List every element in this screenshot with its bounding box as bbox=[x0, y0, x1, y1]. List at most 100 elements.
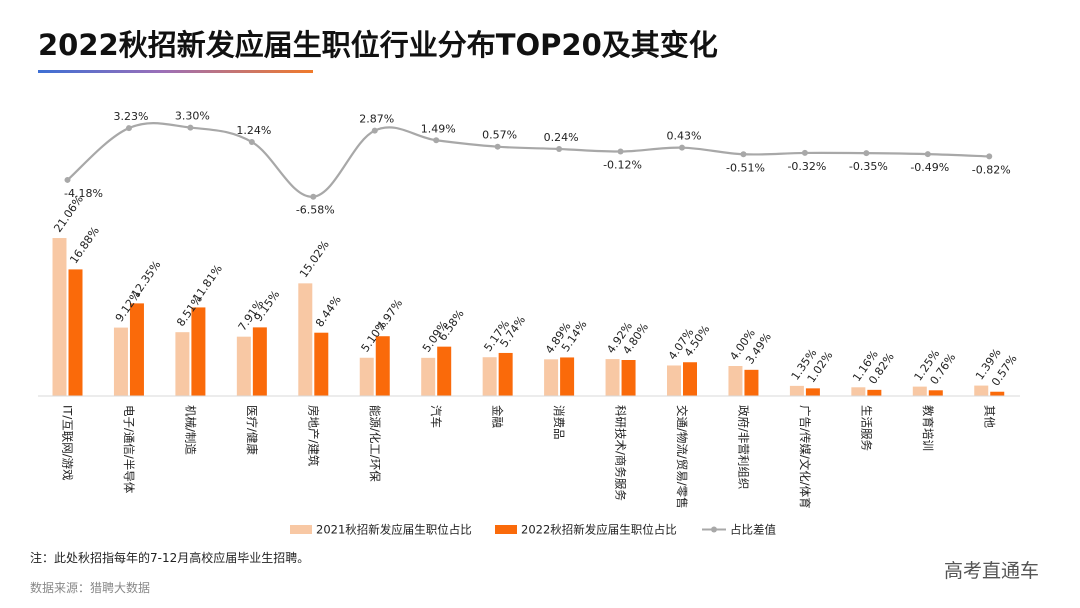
bar-2021-8 bbox=[544, 359, 559, 396]
category-label-9: 科研技术/商务服务 bbox=[614, 405, 628, 501]
diff-label-4: -6.58% bbox=[296, 204, 335, 217]
diff-point-14 bbox=[924, 151, 931, 158]
watermark: 高考直通车 bbox=[944, 560, 1040, 582]
diff-point-10 bbox=[679, 144, 685, 151]
diff-point-5 bbox=[371, 127, 378, 134]
legend-swatch-2021 bbox=[290, 525, 312, 534]
bar-2022-11 bbox=[744, 369, 759, 396]
diff-point-3 bbox=[248, 139, 255, 145]
diff-point-1 bbox=[125, 125, 132, 132]
chart-svg: -4.18% 3.23% 3.30% 1.24% -6.58% 2.87% 1.49% 0.5… bbox=[38, 110, 1020, 537]
category-label-5: 能源/化工/环保 bbox=[368, 405, 382, 482]
legend-label-2021: 2021秋招新发应届生职位占比 bbox=[316, 523, 472, 537]
bar-2021-12 bbox=[789, 385, 804, 396]
bar-2021-1 bbox=[113, 327, 128, 396]
bar-2021-11 bbox=[728, 366, 743, 396]
bar-2021-6 bbox=[421, 357, 436, 396]
bar-2022-5 bbox=[375, 336, 390, 396]
bar-2021-7 bbox=[482, 357, 497, 396]
bar-2022-10 bbox=[683, 362, 697, 396]
legend-marker-diff bbox=[711, 526, 717, 533]
footnote: 注：此处秋招指每年的7-12月高校应届毕业生招聘。 bbox=[30, 551, 310, 565]
bar-2022-9 bbox=[621, 360, 636, 396]
category-label-14: 教育培训 bbox=[921, 405, 935, 451]
category-label-13: 生活服务 bbox=[859, 405, 873, 451]
bar-2022-7 bbox=[498, 352, 513, 396]
value-label-2022-4: 8.44% bbox=[313, 293, 344, 329]
category-label-10: 交通/物流/贸易/零售 bbox=[675, 405, 689, 509]
bar-2021-5 bbox=[359, 357, 374, 396]
data-source: 数据来源：猎聘大数据 bbox=[30, 581, 151, 595]
value-label-2022-5: 7.97% bbox=[375, 297, 406, 333]
category-label-7: 金融 bbox=[491, 405, 505, 428]
diff-label-7: 0.57% bbox=[482, 129, 517, 142]
category-label-0: IT/互联网/游戏 bbox=[61, 405, 75, 481]
legend-swatch-2022 bbox=[495, 525, 517, 534]
bar-2022-13 bbox=[867, 389, 882, 396]
diff-point-15 bbox=[986, 153, 993, 160]
bar-2022-2 bbox=[191, 307, 206, 396]
category-label-12: 广告/传媒/文化/体育 bbox=[798, 405, 812, 509]
value-label-2022-1: 12.35% bbox=[129, 258, 164, 300]
bar-layer: 21.06%16.88%9.12%12.35%8.51%11.81%7.91%9… bbox=[51, 193, 1020, 396]
category-label-15: 其他 bbox=[982, 405, 996, 428]
diff-label-10: 0.43% bbox=[667, 130, 702, 143]
bar-2022-15 bbox=[990, 391, 1005, 396]
legend-label-diff: 占比差值 bbox=[730, 523, 776, 537]
diff-line-layer: -4.18% 3.23% 3.30% 1.24% -6.58% 2.87% 1.49% 0.5… bbox=[64, 110, 1011, 217]
value-label-2022-2: 11.81% bbox=[190, 262, 225, 304]
category-label-1: 电子/通信/半导体 bbox=[122, 405, 136, 494]
diff-label-3: 1.24% bbox=[236, 124, 271, 137]
diff-point-13 bbox=[863, 150, 870, 157]
category-label-layer: IT/互联网/游戏 电子/通信/半导体 机械/制造 医疗/健康 房地产/建筑 能源/化工/… bbox=[61, 405, 997, 509]
category-label-6: 汽车 bbox=[429, 405, 443, 428]
bar-2022-6 bbox=[437, 346, 452, 396]
diff-point-2 bbox=[187, 124, 194, 131]
bar-2021-10 bbox=[667, 365, 681, 396]
legend-label-2022: 2022秋招新发应届生职位占比 bbox=[521, 523, 677, 537]
bar-2021-14 bbox=[912, 386, 927, 396]
bar-2021-3 bbox=[236, 336, 251, 396]
bar-2021-0 bbox=[52, 238, 67, 396]
bar-2021-4 bbox=[298, 283, 313, 396]
diff-point-4 bbox=[310, 193, 317, 200]
diff-label-9: -0.12% bbox=[603, 159, 642, 172]
bar-2021-9 bbox=[605, 359, 620, 396]
bar-2022-14 bbox=[928, 390, 943, 396]
diff-label-8: 0.24% bbox=[544, 131, 579, 144]
diff-label-15: -0.82% bbox=[972, 163, 1011, 176]
bar-2022-3 bbox=[252, 327, 267, 396]
diff-label-13: -0.35% bbox=[849, 160, 888, 173]
bar-2022-12 bbox=[805, 388, 820, 396]
category-label-3: 医疗/健康 bbox=[245, 405, 259, 455]
bar-2021-15 bbox=[974, 385, 989, 396]
bar-2021-13 bbox=[851, 387, 866, 396]
diff-point-12 bbox=[801, 149, 808, 156]
chart-title: 2022秋招新发应届生职位行业分布TOP20及其变化 bbox=[38, 28, 718, 62]
legend: 2021秋招新发应届生职位占比 2022秋招新发应届生职位占比 占比差值 bbox=[290, 523, 776, 537]
diff-point-11 bbox=[740, 151, 747, 158]
diff-point-7 bbox=[494, 143, 501, 150]
diff-label-2: 3.30% bbox=[175, 110, 210, 123]
diff-label-11: -0.51% bbox=[726, 161, 765, 174]
bar-2022-8 bbox=[560, 357, 575, 396]
diff-label-0: -4.18% bbox=[64, 187, 103, 200]
diff-label-14: -0.49% bbox=[910, 161, 949, 174]
diff-point-8 bbox=[556, 146, 563, 152]
bar-2022-0 bbox=[68, 269, 83, 396]
diff-label-12: -0.32% bbox=[787, 160, 826, 173]
diff-label-1: 3.23% bbox=[113, 110, 148, 123]
diff-label-5: 2.87% bbox=[359, 113, 394, 126]
category-label-4: 房地产/建筑 bbox=[306, 405, 320, 467]
diff-point-6 bbox=[433, 137, 440, 144]
bar-2021-2 bbox=[175, 332, 190, 396]
value-label-2022-0: 16.88% bbox=[67, 224, 102, 266]
diff-label-6: 1.49% bbox=[421, 122, 456, 135]
diff-point-0 bbox=[64, 176, 71, 183]
title-underline bbox=[38, 70, 313, 73]
category-label-2: 机械/制造 bbox=[183, 405, 197, 455]
bar-2022-1 bbox=[129, 303, 144, 396]
category-label-11: 政府/非营利组织 bbox=[736, 405, 750, 489]
diff-point-9 bbox=[617, 148, 624, 155]
category-label-8: 消费品 bbox=[552, 405, 566, 440]
